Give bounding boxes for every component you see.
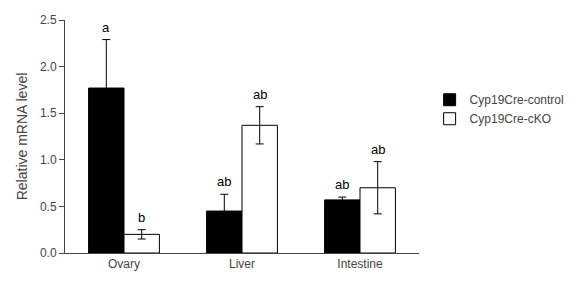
svg-text:Relative mRNA level: Relative mRNA level <box>14 73 30 201</box>
svg-text:Liver: Liver <box>229 257 255 271</box>
svg-text:ab: ab <box>371 142 385 157</box>
svg-text:1.0: 1.0 <box>40 153 57 167</box>
svg-text:1.5: 1.5 <box>40 106 57 120</box>
svg-text:Cyp19Cre-cKO: Cyp19Cre-cKO <box>470 112 551 126</box>
svg-text:2.0: 2.0 <box>40 60 57 74</box>
svg-text:2.5: 2.5 <box>40 13 57 27</box>
svg-text:0.0: 0.0 <box>40 246 57 260</box>
svg-text:0.5: 0.5 <box>40 200 57 214</box>
svg-text:b: b <box>138 210 145 225</box>
svg-text:Cyp19Cre-control: Cyp19Cre-control <box>470 93 564 107</box>
svg-text:Intestine: Intestine <box>337 257 383 271</box>
svg-text:Ovary: Ovary <box>108 257 140 271</box>
svg-text:a: a <box>102 20 110 35</box>
svg-text:ab: ab <box>253 87 267 102</box>
svg-text:ab: ab <box>335 177 349 192</box>
svg-text:ab: ab <box>217 174 231 189</box>
